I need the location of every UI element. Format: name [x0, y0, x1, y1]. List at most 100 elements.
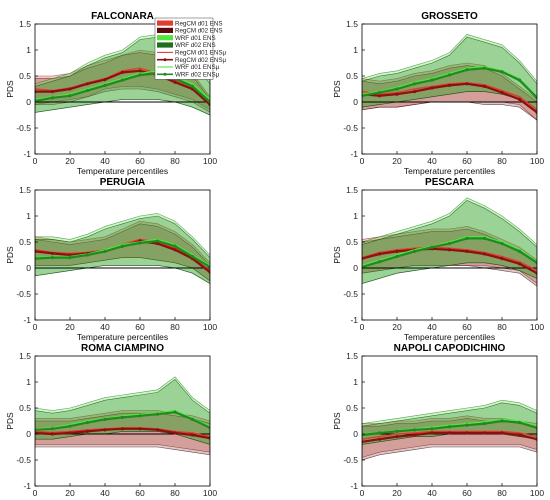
- x-tick-label: 0: [33, 488, 38, 498]
- band-regcm-d02-ens: [362, 418, 537, 461]
- y-tick-label: -0.5: [16, 289, 31, 299]
- mean-point: [103, 83, 107, 87]
- y-tick-label: 0.5: [346, 403, 358, 413]
- y-tick-label: -1: [23, 481, 31, 491]
- mean-point: [138, 427, 142, 431]
- x-tick-label: 0: [360, 322, 365, 332]
- mean-point: [482, 236, 487, 240]
- y-tick-label: -1: [23, 149, 31, 159]
- mean-point: [85, 88, 90, 93]
- y-tick-label: -1: [350, 481, 358, 491]
- mean-point: [395, 429, 399, 433]
- mean-point: [155, 241, 160, 246]
- mean-point: [517, 249, 522, 253]
- y-tick-label: -0.5: [343, 123, 358, 133]
- y-tick-label: 1.5: [346, 351, 358, 361]
- y-tick-label: 1.5: [19, 19, 31, 29]
- mean-point: [190, 84, 195, 88]
- axes-frame: [34, 189, 211, 321]
- x-tick-label: 20: [65, 488, 75, 498]
- mean-point: [412, 433, 417, 437]
- y-tick-label: 0.5: [346, 237, 358, 247]
- mean-point: [173, 431, 177, 435]
- x-tick-label: 100: [530, 156, 544, 166]
- panel-pescara: 0 20 40 60 80 100 -1 -0.5 0 0.5 1 1.5 PESCARA Tempera…: [332, 177, 544, 342]
- legend-item: RegCM d02 ENSμ: [157, 57, 226, 64]
- x-tick-label: 80: [497, 156, 507, 166]
- y-axis-label: PDS: [5, 412, 15, 430]
- x-tick-label: 80: [170, 322, 180, 332]
- mean-point: [85, 429, 90, 433]
- axes-frame: [361, 355, 538, 487]
- mean-point: [412, 82, 417, 86]
- mean-point: [500, 241, 504, 246]
- legend-item: WRF d02 ENSμ: [157, 71, 220, 78]
- x-tick-label: 80: [497, 488, 507, 498]
- mean-point: [50, 432, 55, 436]
- axes-frame: [34, 355, 211, 487]
- legend-item: WRF d01 ENS: [157, 35, 216, 42]
- legend-label: WRF d01 ENS: [175, 35, 216, 42]
- x-tick-label: 40: [100, 322, 110, 332]
- y-tick-label: 1.5: [19, 351, 31, 361]
- panel-title: FALCONARA: [91, 11, 154, 22]
- mean-point: [138, 73, 142, 77]
- legend-label: WRF d02 ENS: [175, 42, 216, 49]
- x-tick-label: 100: [203, 156, 217, 166]
- x-tick-label: 60: [462, 156, 472, 166]
- mean-point: [85, 82, 90, 86]
- mean-point: [517, 433, 522, 437]
- mean-point: [447, 241, 452, 246]
- mean-point: [50, 427, 55, 431]
- mean-point: [465, 423, 469, 427]
- plot-area: [362, 197, 537, 287]
- legend-item: RegCM d02 ENS: [157, 28, 222, 35]
- mean-point: [103, 417, 107, 422]
- x-tick-label: 40: [427, 488, 437, 498]
- mean-point: [482, 422, 487, 426]
- y-tick-label: 1: [26, 45, 31, 55]
- mean-point: [412, 428, 417, 432]
- mean-point: [173, 244, 177, 248]
- mean-point: [465, 82, 469, 86]
- plot-area: [362, 34, 537, 121]
- y-tick-label: -1: [350, 149, 358, 159]
- x-tick-label: 20: [65, 322, 75, 332]
- mean-point: [120, 415, 125, 419]
- x-tick-label: 40: [100, 156, 110, 166]
- mean-point: [155, 239, 160, 243]
- mean-point: [447, 431, 452, 435]
- mean-point: [138, 241, 142, 245]
- mean-point: [173, 80, 177, 84]
- x-tick-label: 60: [462, 322, 472, 332]
- x-tick-label: 40: [427, 156, 437, 166]
- x-tick-label: 40: [427, 322, 437, 332]
- mean-point: [500, 419, 504, 423]
- mean-point: [500, 70, 504, 74]
- y-tick-label: 0.5: [19, 403, 31, 413]
- mean-point: [395, 92, 399, 96]
- y-tick-label: 1: [353, 377, 358, 387]
- mean-point: [412, 90, 417, 94]
- mean-point: [465, 68, 469, 72]
- mean-point: [120, 70, 125, 74]
- legend-label: RegCM d02 ENSμ: [175, 57, 226, 64]
- y-tick-label: 1.5: [346, 19, 358, 29]
- legend-item: WRF d01 ENSμ: [157, 64, 220, 71]
- y-tick-label: 0: [26, 97, 31, 107]
- band-regcm-d02-ens: [35, 223, 210, 282]
- mean-point: [395, 87, 399, 91]
- panel-title: PESCARA: [425, 177, 474, 188]
- y-tick-label: 1.5: [346, 185, 358, 195]
- mean-point: [103, 249, 107, 253]
- plot-area: [35, 376, 210, 456]
- panel-grosseto: 0 20 40 60 80 100 -1 -0.5 0 0.5 1 1.5 GROSSETO Temper…: [332, 11, 544, 176]
- x-tick-label: 60: [135, 322, 145, 332]
- legend-marker: [163, 72, 167, 76]
- x-tick-label: 0: [360, 156, 365, 166]
- legend-swatch: [157, 20, 173, 26]
- axes-frame: [361, 23, 538, 155]
- mean-point: [190, 433, 195, 437]
- mean-point: [482, 431, 487, 435]
- mean-point: [517, 262, 522, 266]
